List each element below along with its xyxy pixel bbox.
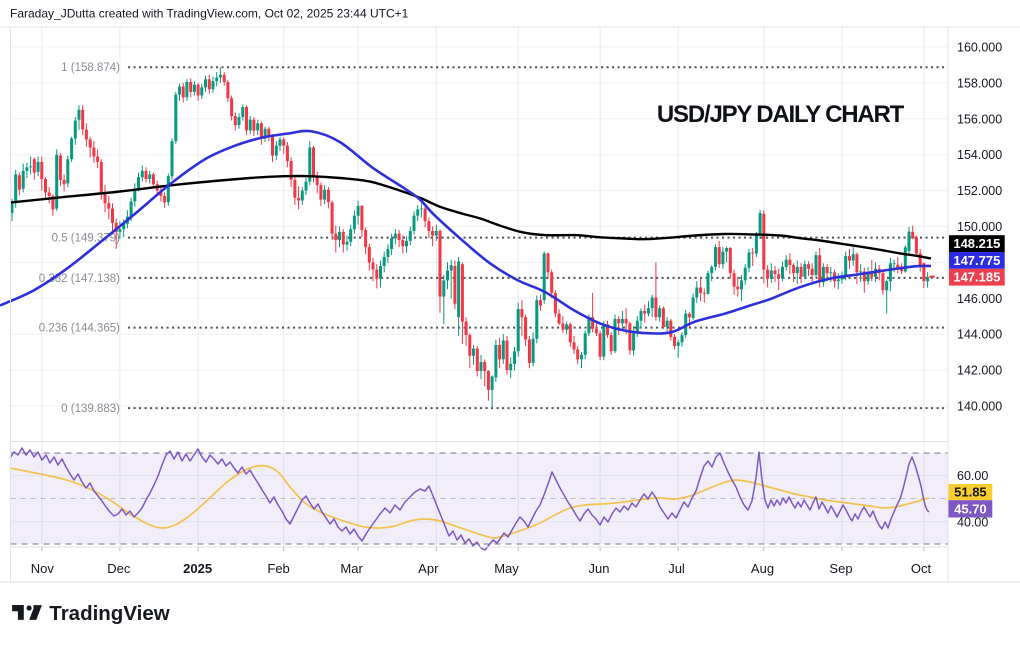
svg-text:140.000: 140.000 [957, 400, 1002, 414]
svg-text:Feb: Feb [267, 561, 289, 576]
svg-text:Sep: Sep [829, 561, 852, 576]
svg-text:0.382 (147.138): 0.382 (147.138) [39, 273, 120, 285]
svg-text:152.000: 152.000 [957, 184, 1002, 198]
svg-text:146.000: 146.000 [957, 292, 1002, 306]
svg-text:TradingView: TradingView [49, 602, 169, 625]
svg-text:154.000: 154.000 [957, 148, 1002, 162]
svg-text:Oct: Oct [911, 561, 932, 576]
svg-text:2025: 2025 [183, 561, 212, 576]
svg-text:0.236 (144.365): 0.236 (144.365) [39, 323, 120, 335]
svg-text:USD/JPY DAILY CHART: USD/JPY DAILY CHART [657, 101, 905, 128]
svg-text:142.000: 142.000 [957, 364, 1002, 378]
svg-text:Dec: Dec [107, 561, 131, 576]
svg-text:Nov: Nov [31, 561, 55, 576]
svg-text:150.000: 150.000 [957, 220, 1002, 234]
svg-text:40.00: 40.00 [957, 515, 988, 529]
svg-text:Mar: Mar [340, 561, 363, 576]
svg-text:147.185: 147.185 [953, 270, 1000, 285]
svg-text:148.215: 148.215 [953, 236, 1000, 251]
svg-text:51.85: 51.85 [954, 485, 987, 500]
svg-text:156.000: 156.000 [957, 112, 1002, 126]
svg-text:Apr: Apr [418, 561, 439, 576]
svg-text:May: May [494, 561, 519, 576]
svg-text:144.000: 144.000 [957, 328, 1002, 342]
svg-text:45.70: 45.70 [954, 501, 987, 516]
svg-text:Jul: Jul [668, 561, 685, 576]
svg-text:Faraday_JDutta created with Tr: Faraday_JDutta created with TradingView.… [10, 7, 409, 21]
svg-text:147.775: 147.775 [953, 253, 1000, 268]
svg-text:60.00: 60.00 [957, 469, 988, 483]
svg-text:Aug: Aug [751, 561, 774, 576]
svg-text:0 (139.883): 0 (139.883) [61, 403, 120, 415]
svg-text:Jun: Jun [589, 561, 610, 576]
svg-text:158.000: 158.000 [957, 76, 1002, 90]
svg-text:1 (158.874): 1 (158.874) [61, 62, 120, 74]
svg-text:160.000: 160.000 [957, 41, 1002, 55]
